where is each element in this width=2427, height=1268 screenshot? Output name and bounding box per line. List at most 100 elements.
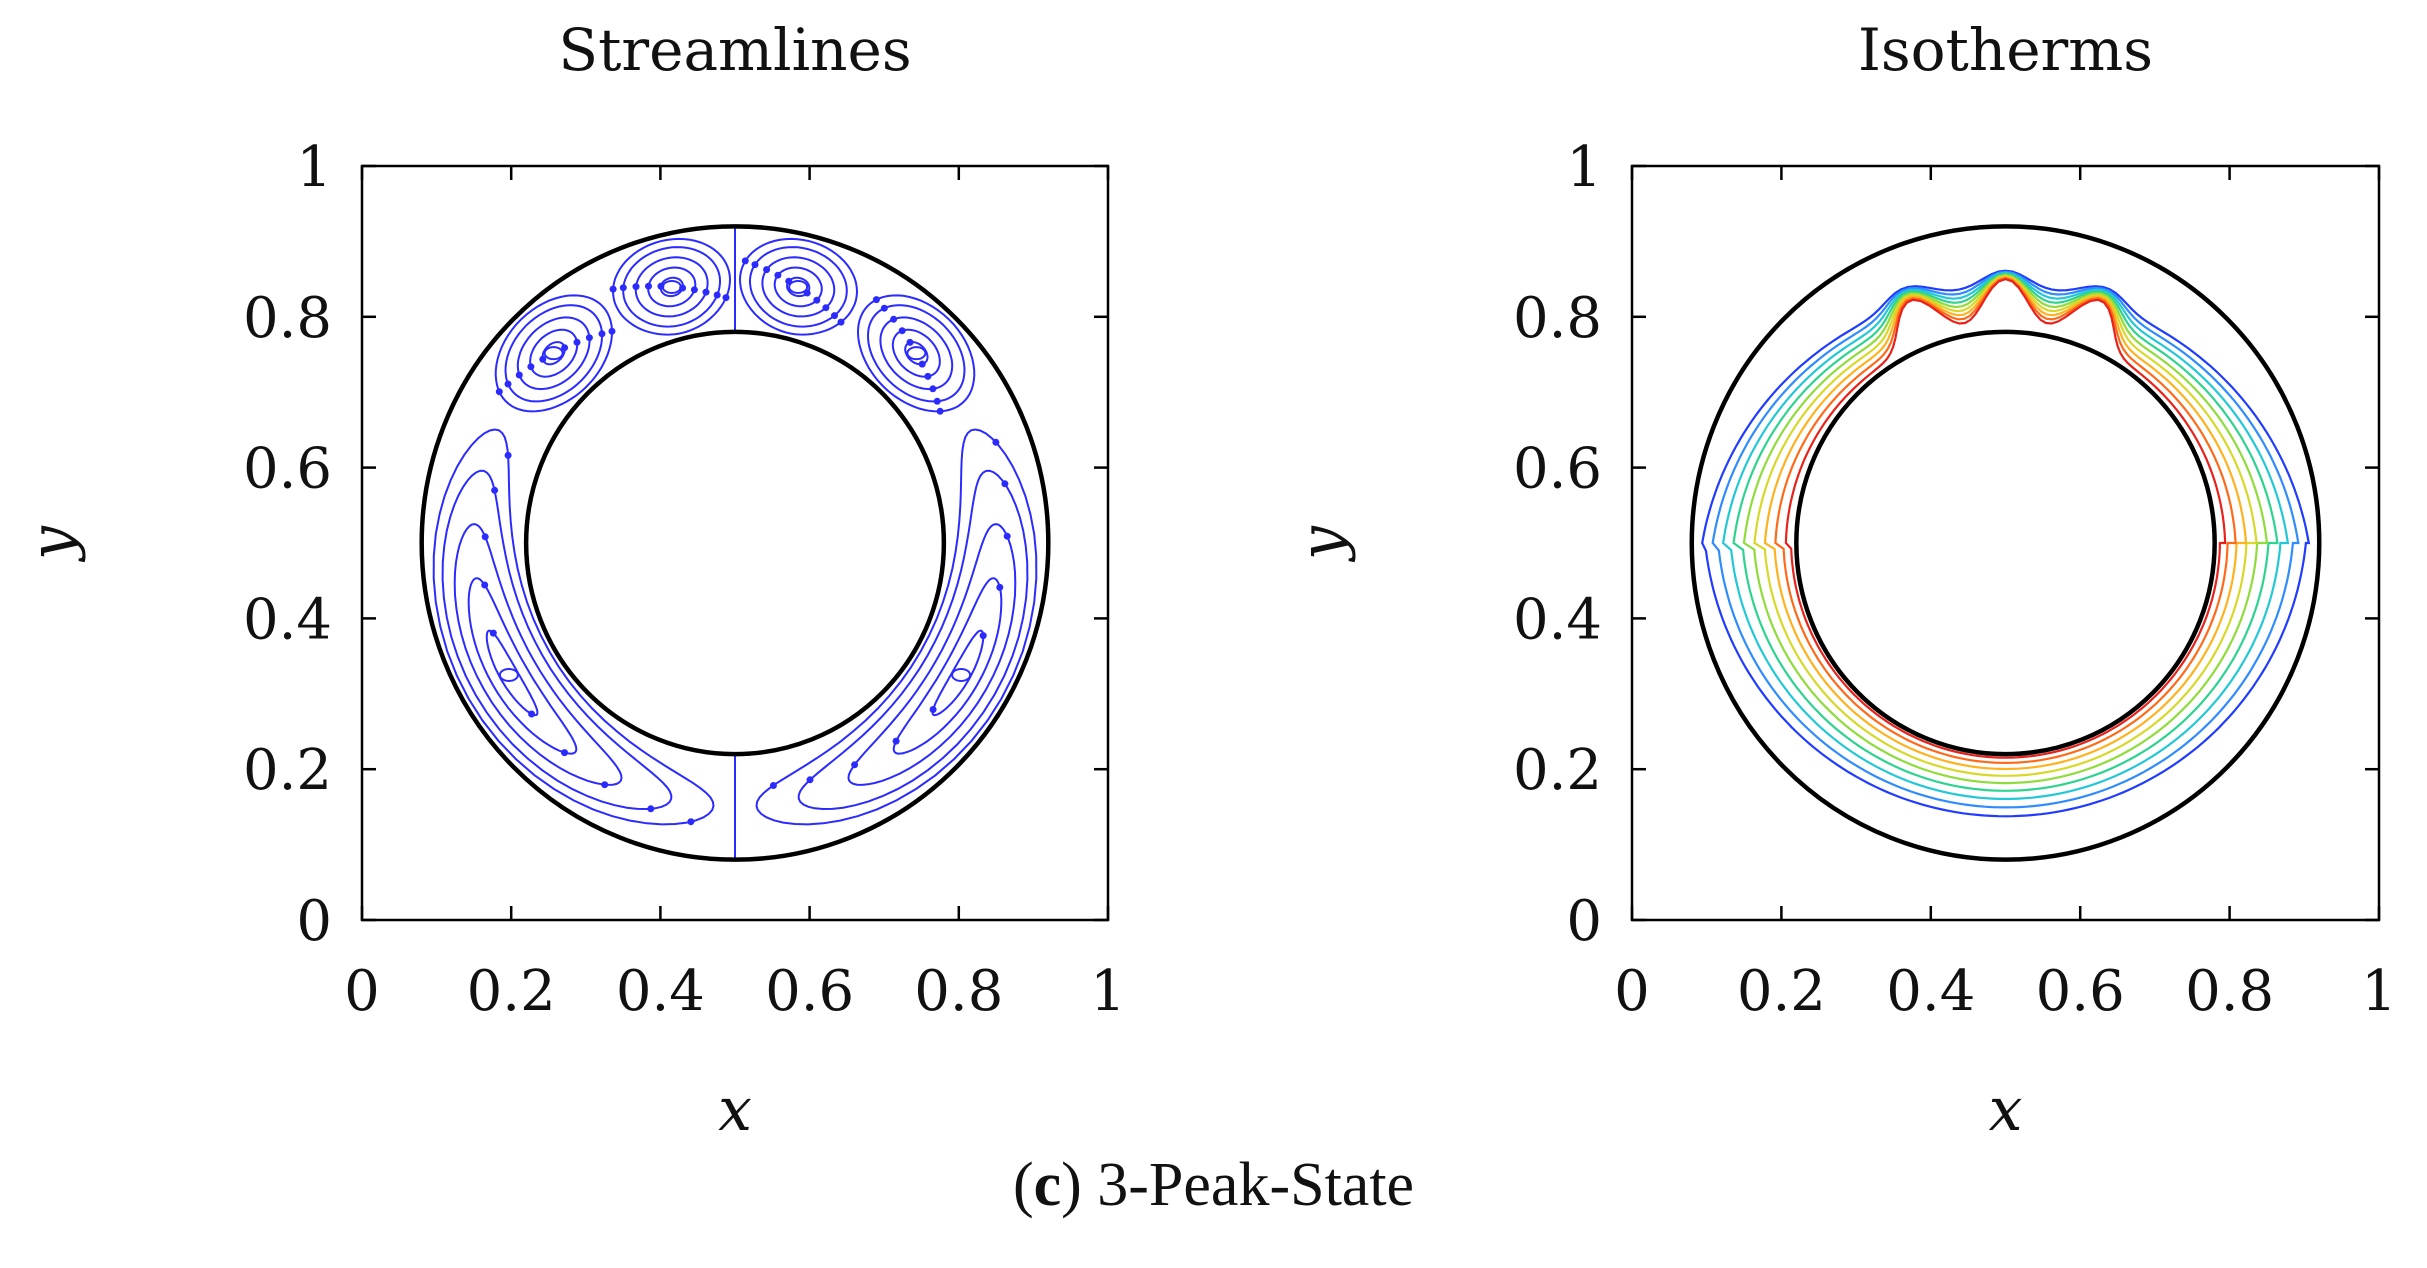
- streamline: [504, 304, 604, 403]
- streamline: [634, 256, 709, 318]
- isotherm-line: [1763, 275, 2248, 771]
- streamline: [738, 237, 859, 336]
- streamline: [467, 577, 578, 755]
- streamlines-panel: Streamlines x y 0 0.2 0.4 0.6 0.8 1 0 0.2 0.4 0.6 0.8…: [17, 16, 1126, 1145]
- streamline: [755, 428, 1038, 826]
- streamline: [773, 266, 823, 308]
- streamline-arrow: [515, 371, 523, 379]
- streamline: [931, 629, 985, 717]
- isotherm-line: [1701, 269, 2311, 818]
- streamlines-y-tick-label: 0.2: [243, 738, 332, 803]
- streamline-arrow: [751, 261, 759, 269]
- streamline-arrow: [609, 285, 617, 293]
- streamline: [611, 237, 732, 336]
- streamlines-y-tick-label: 1: [296, 135, 332, 200]
- streamlines-inner-cylinder: [523, 329, 947, 757]
- isotherms-title: Isotherms: [1858, 16, 2153, 84]
- streamlines-plot-frame: [360, 164, 1110, 922]
- streamline-arrow: [561, 749, 568, 757]
- streamline: [494, 294, 614, 413]
- streamlines-x-tick-label: 0.4: [616, 959, 705, 1024]
- streamline-arrow: [495, 388, 503, 396]
- streamline-arrow: [992, 438, 1000, 446]
- streamline-arrow: [933, 397, 941, 405]
- streamline-arrow: [601, 781, 609, 789]
- streamline-arrow: [598, 330, 606, 338]
- streamline: [622, 246, 721, 328]
- caption-text: 3-Peak-State: [1097, 1151, 1415, 1219]
- vortex-core: [543, 346, 564, 361]
- streamline: [516, 316, 591, 391]
- streamlines-x-axis-label: x: [718, 1075, 752, 1145]
- streamline-arrow: [619, 284, 627, 292]
- streamline-arrow: [561, 344, 569, 352]
- streamline-arrow: [1001, 480, 1009, 488]
- streamline-arrow: [906, 338, 914, 346]
- streamline: [847, 523, 1017, 786]
- streamline: [529, 328, 579, 378]
- isotherm-line: [1742, 273, 2269, 785]
- streamline-arrow: [851, 761, 859, 769]
- streamline-arrow: [929, 385, 937, 393]
- streamline-arrow: [491, 486, 499, 494]
- isotherms-x-tick-label: 0: [1614, 959, 1650, 1024]
- streamline-arrow: [690, 286, 698, 294]
- isotherm-line: [1753, 274, 2258, 777]
- streamline-arrow: [837, 318, 845, 326]
- isotherms-x-tick-label: 0.2: [1737, 959, 1826, 1024]
- streamline: [432, 428, 715, 826]
- streamline-arrow: [979, 632, 987, 640]
- streamline-arrow: [481, 533, 489, 541]
- streamline-arrow: [527, 363, 535, 371]
- isotherms-plot-frame: [1630, 164, 2381, 922]
- streamline-arrow: [1003, 532, 1011, 540]
- streamlines-title: Streamlines: [558, 16, 911, 84]
- streamlines-x-tick-label: 1: [1090, 959, 1126, 1024]
- streamline: [785, 276, 811, 298]
- streamline-arrow: [539, 355, 547, 363]
- vortex-core: [951, 667, 972, 682]
- streamline-arrow: [898, 327, 906, 335]
- streamline-arrow: [573, 338, 581, 346]
- streamlines-x-tick-label: 0.8: [914, 959, 1003, 1024]
- isotherms-contours: [1701, 269, 2311, 818]
- isotherms-y-tick-label: 0.8: [1513, 286, 1602, 351]
- streamline-arrow: [822, 304, 830, 312]
- isotherm-line: [1732, 272, 2279, 792]
- streamline: [761, 256, 836, 318]
- streamline: [904, 341, 929, 366]
- streamline-arrow: [929, 706, 937, 713]
- isotherms-y-tick-label: 0.2: [1513, 738, 1602, 803]
- streamlines-y-tick-label: 0.6: [243, 437, 332, 502]
- streamline-arrow: [632, 283, 640, 291]
- streamline-arrow: [687, 818, 695, 826]
- streamline: [892, 577, 1003, 755]
- streamline-arrow: [769, 782, 777, 789]
- isotherms-y-tick-label: 1: [1566, 135, 1602, 200]
- isotherm-line: [1721, 271, 2290, 800]
- streamline: [749, 246, 848, 328]
- streamline-arrow: [504, 451, 512, 459]
- streamlines-x-tick-label: 0.2: [467, 959, 556, 1024]
- streamline-arrow: [713, 291, 721, 299]
- streamline-arrow: [831, 312, 838, 320]
- streamline-arrow: [528, 710, 536, 718]
- streamlines-contours: [432, 226, 1038, 860]
- vortex-core: [498, 667, 519, 682]
- isotherms-x-axis-label: x: [1989, 1075, 2023, 1145]
- isotherms-y-tick-label: 0.4: [1513, 587, 1602, 652]
- streamline-arrow: [702, 288, 710, 296]
- streamline: [856, 294, 976, 413]
- streamlines-y-tick-label: 0: [296, 889, 332, 954]
- streamline-arrow: [481, 581, 489, 589]
- streamline: [453, 523, 623, 786]
- streamlines-outer-cylinder: [419, 224, 1051, 862]
- streamline-arrow: [585, 334, 593, 342]
- isotherms-x-tick-label: 0.6: [2036, 959, 2125, 1024]
- isotherm-line: [1784, 277, 2227, 759]
- streamline: [647, 266, 697, 308]
- streamline: [797, 469, 1029, 811]
- caption-label: c: [1033, 1151, 1062, 1219]
- figure-caption: (c) 3-Peak-State: [1012, 1151, 1415, 1219]
